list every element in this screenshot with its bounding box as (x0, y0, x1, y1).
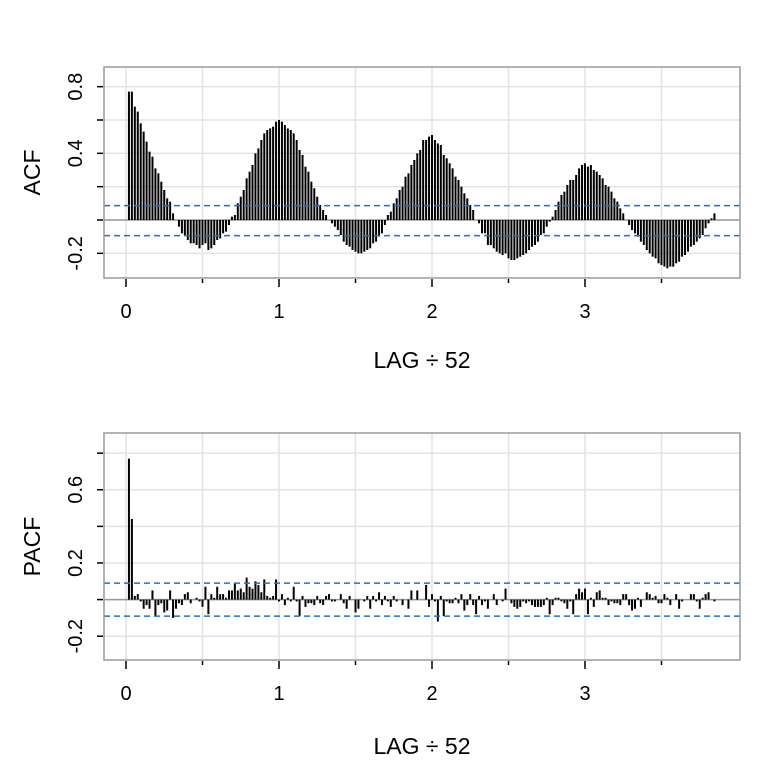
y-tick-label: -0.2 (65, 236, 87, 270)
y-axis-label: PACF (19, 517, 45, 577)
x-tick-label: 0 (120, 683, 131, 705)
x-tick-label: 2 (426, 683, 437, 705)
x-tick-label: 1 (273, 301, 284, 323)
y-tick-label: -0.2 (65, 619, 87, 653)
y-axis-label: ACF (19, 150, 45, 196)
y-tick-label: 0.8 (65, 73, 87, 101)
y-tick-label: 0.2 (65, 549, 87, 577)
y-tick-label: 0.4 (65, 139, 87, 167)
x-axis-label: LAG ÷ 52 (373, 347, 470, 373)
y-tick-label: 0.6 (65, 476, 87, 504)
x-tick-label: 1 (273, 683, 284, 705)
x-axis-label: LAG ÷ 52 (373, 733, 470, 759)
x-tick-label: 2 (426, 301, 437, 323)
pacf-panel: 0 1 2 3 0.6 0.2 -0.2 LAG ÷ 52 PACF (19, 432, 741, 759)
plot-frame (103, 432, 741, 661)
x-tick-label: 3 (579, 301, 590, 323)
x-tick-label: 3 (579, 683, 590, 705)
plot-frame (103, 66, 741, 279)
x-tick-label: 0 (120, 301, 131, 323)
acf-panel: 0 1 2 3 0.8 0.4 -0.2 LAG ÷ 52 ACF (19, 66, 741, 373)
